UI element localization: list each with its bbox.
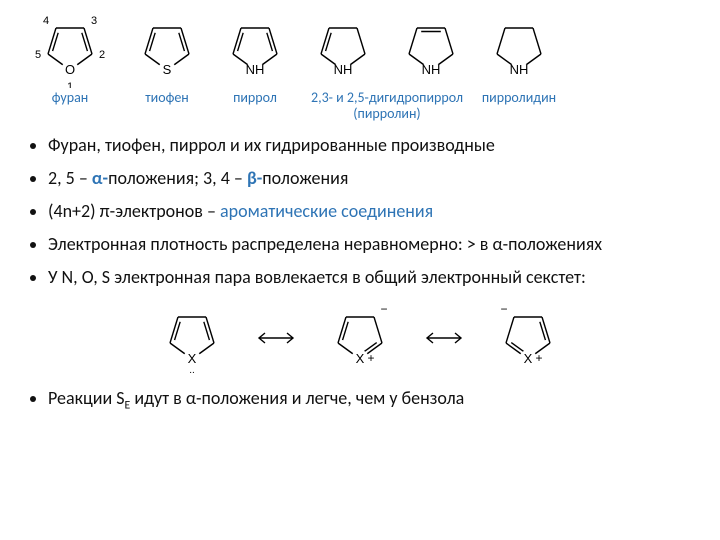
bullet-5: У N, O, S электронная пара вовлекается в… <box>48 266 700 289</box>
resonance-arrow-icon <box>423 330 465 346</box>
svg-text:+: + <box>367 351 374 365</box>
resonance-arrow-icon <box>255 330 297 346</box>
svg-text:..: .. <box>189 365 195 376</box>
svg-text:+: + <box>535 351 542 365</box>
svg-text:−: − <box>500 302 507 316</box>
resonance-struct-right: X − + <box>315 299 405 377</box>
resonance-struct-neutral: X.. <box>147 299 237 377</box>
bullet-2: 2, 5 – α-положения; 3, 4 – β-положения <box>48 167 700 190</box>
structure-dihydro-23: NH <box>302 10 384 88</box>
svg-text:O: O <box>65 62 75 77</box>
structure-label-pyrrolidine: пирролидин <box>482 90 556 106</box>
structure-row: O 1 2 3 4 5 фуран Sтиофен NH пиррол NH NH 2,3- и 2,5… <box>20 10 700 122</box>
svg-text:NH: NH <box>334 62 353 77</box>
svg-text:−: − <box>380 302 387 316</box>
structure-thiophene: S <box>126 10 208 88</box>
svg-text:3: 3 <box>91 15 97 27</box>
structure-furan: O 1 2 3 4 5 <box>20 10 120 88</box>
bullet-6: Реакции SE идут в α-положения и легче, ч… <box>48 387 700 414</box>
bullet-3: (4n+2) π-электронов – ароматические соед… <box>48 200 700 223</box>
svg-text:5: 5 <box>35 49 41 61</box>
resonance-struct-left: X − + <box>483 299 573 377</box>
structure-label-furan: фуран <box>52 90 89 106</box>
resonance-row: X..X−+X−+ <box>20 299 700 377</box>
bullet-list: Фуран, тиофен, пиррол и их гидрированные… <box>20 134 700 414</box>
svg-text:X: X <box>188 351 197 366</box>
svg-text:1: 1 <box>67 81 73 88</box>
structure-label-dihydro: 2,3- и 2,5-дигидропиррол(пирролин) <box>311 90 463 122</box>
structure-pyrrole: NH <box>214 10 296 88</box>
svg-text:X: X <box>356 351 365 366</box>
structure-pyrrolidine: NH <box>478 10 560 88</box>
structure-label-pyrrole: пиррол <box>233 90 277 106</box>
svg-text:2: 2 <box>99 49 105 61</box>
svg-text:NH: NH <box>246 62 265 77</box>
svg-text:NH: NH <box>422 62 441 77</box>
svg-text:S: S <box>163 62 172 77</box>
svg-text:NH: NH <box>510 62 529 77</box>
bullet-4: Электронная плотность распределена нерав… <box>48 233 700 256</box>
bullet-1: Фуран, тиофен, пиррол и их гидрированные… <box>48 134 700 157</box>
structure-dihydro-25: NH <box>390 10 472 88</box>
dihydropyrrole-group: NH NH 2,3- и 2,5-дигидропиррол(пирролин) <box>302 10 472 122</box>
svg-text:4: 4 <box>43 15 49 27</box>
svg-text:X: X <box>524 351 533 366</box>
structure-label-thiophene: тиофен <box>145 90 189 106</box>
resonance-container: X..X−+X−+ <box>20 299 700 377</box>
